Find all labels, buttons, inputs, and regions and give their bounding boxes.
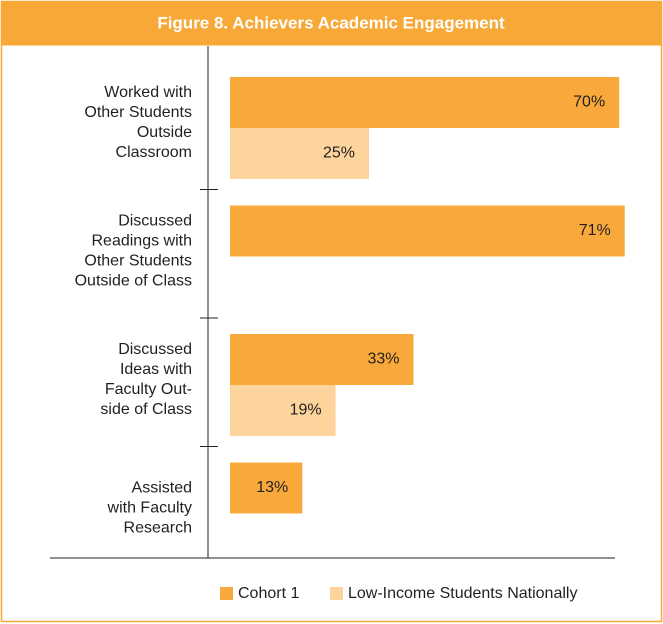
value-label: 71%	[579, 222, 611, 239]
category-label: Ideas with	[120, 361, 192, 378]
legend-swatch	[220, 587, 233, 600]
title-band	[1, 1, 662, 46]
bar	[230, 385, 336, 436]
category-label: Readings with	[92, 233, 193, 250]
bar	[230, 77, 620, 128]
bar	[230, 205, 625, 257]
category-label: Research	[124, 520, 192, 537]
value-label: 33%	[367, 351, 399, 368]
bar	[230, 334, 414, 385]
category-label: Faculty Out-	[105, 381, 192, 398]
legend-label: Low-Income Students Nationally	[348, 585, 577, 602]
category-label: Classroom	[116, 144, 192, 161]
bar	[230, 462, 303, 514]
category-label: Discussed	[118, 341, 192, 358]
value-label: 25%	[323, 145, 355, 162]
category-label: Outside of Class	[75, 273, 192, 290]
category-label: Worked with	[104, 84, 192, 101]
category-label: Other Students	[84, 253, 192, 270]
value-label: 13%	[256, 479, 288, 496]
category-label: with Faculty	[107, 500, 192, 517]
value-label: 19%	[290, 402, 322, 419]
category-label: Assisted	[132, 480, 192, 497]
category-label: Other Students	[84, 104, 192, 121]
value-label: 70%	[573, 94, 605, 111]
category-label: Discussed	[118, 213, 192, 230]
category-label: side of Class	[100, 401, 192, 418]
bar	[230, 128, 369, 179]
chart-title: Figure 8. Achievers Academic Engagement	[157, 13, 505, 32]
legend-swatch	[330, 587, 343, 600]
category-label: Outside	[137, 124, 192, 141]
legend-label: Cohort 1	[238, 585, 299, 602]
